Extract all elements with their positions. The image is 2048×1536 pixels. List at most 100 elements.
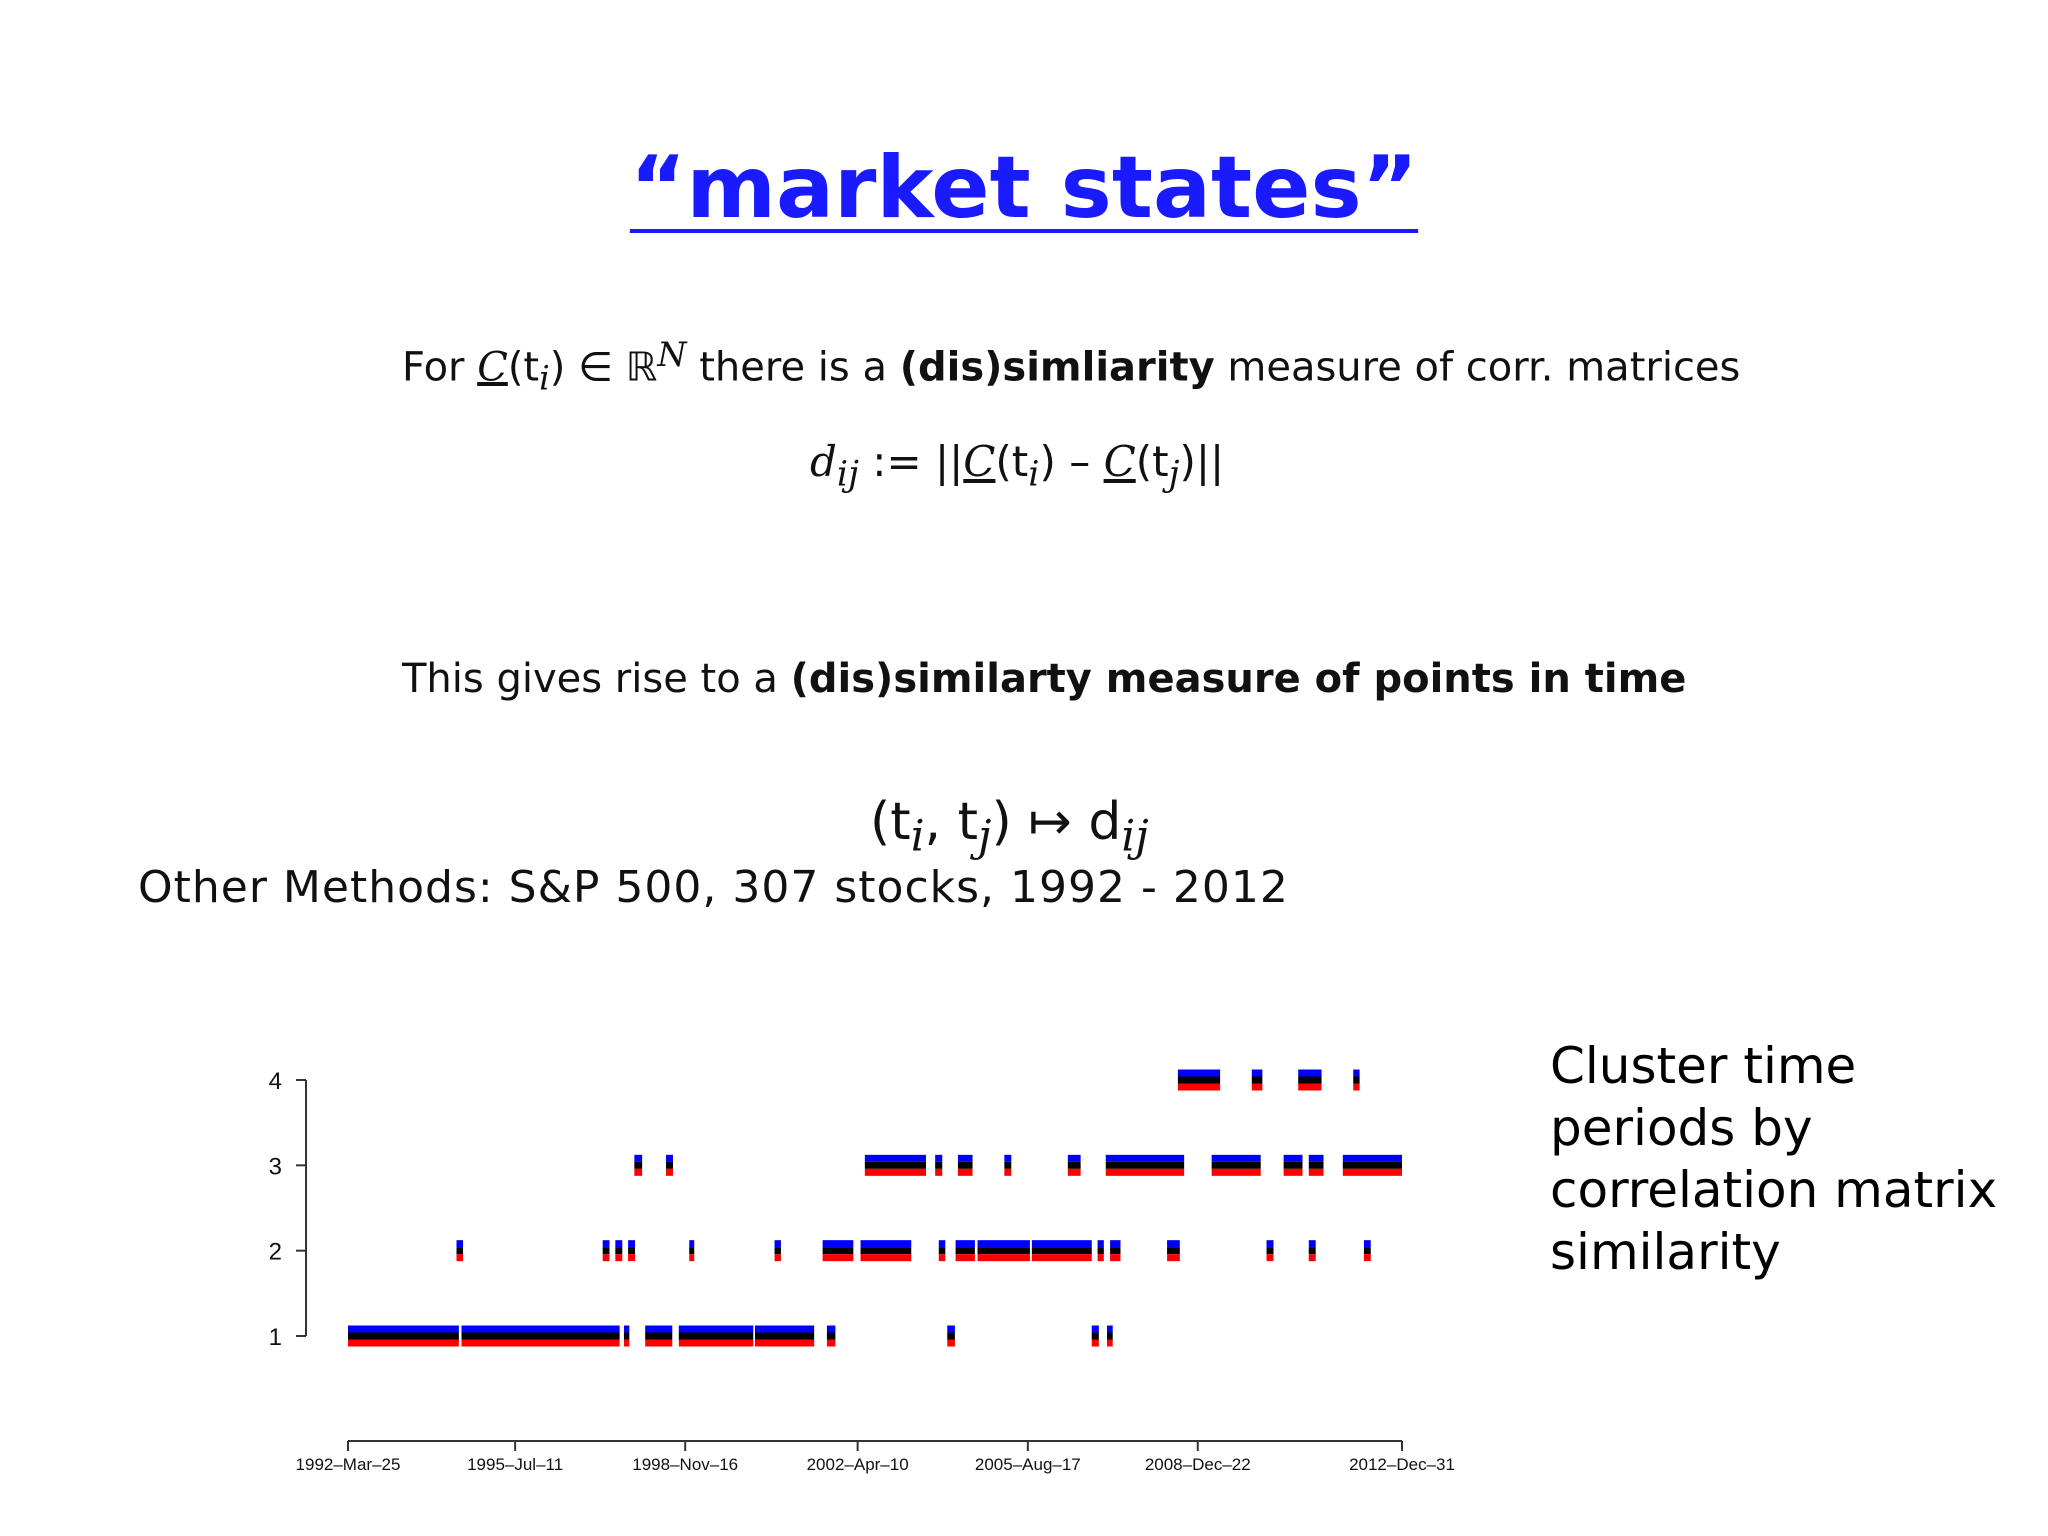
cluster-1-segment (678, 1325, 754, 1333)
cluster-3-segment (1067, 1168, 1081, 1176)
cluster-1-segment (754, 1332, 815, 1340)
math-sub-i: i (539, 358, 550, 398)
cluster-2-segment (955, 1240, 975, 1248)
cluster-2-segment (456, 1247, 464, 1255)
cluster-1-segment (1107, 1332, 1113, 1340)
cluster-3-segment (935, 1161, 943, 1169)
cluster-2-segment (1167, 1240, 1180, 1248)
cluster-4-segment (1251, 1069, 1263, 1077)
cluster-1-segment (461, 1332, 620, 1340)
y-tick-label: 3 (269, 1153, 282, 1180)
slide-title-text: “market states” (629, 138, 1419, 238)
cluster-2-segment (689, 1247, 695, 1255)
cluster-4-segment (1353, 1076, 1360, 1084)
math-c: C (963, 437, 996, 486)
cluster-3-segment (1342, 1168, 1402, 1176)
cluster-4-segment (1251, 1083, 1263, 1091)
cluster-3-segment (1105, 1161, 1185, 1169)
x-tick-label: 2002–Apr–10 (807, 1455, 909, 1474)
cluster-1-segment (754, 1325, 815, 1333)
cluster-2-segment (860, 1247, 912, 1255)
math-sub-j: j (978, 811, 992, 862)
cluster-2-segment (615, 1240, 623, 1248)
cluster-2-segment (977, 1240, 1030, 1248)
cluster-2-segment (1031, 1247, 1092, 1255)
cluster-3-segment (666, 1168, 673, 1176)
cluster-2-segment (1363, 1254, 1371, 1262)
cluster-3-segment (666, 1161, 673, 1169)
cluster-2-segment (955, 1247, 975, 1255)
cluster-3-segment (1211, 1161, 1261, 1169)
bold-term: (dis)simliarity (899, 344, 1215, 391)
cluster-4-segment (1177, 1069, 1221, 1077)
cluster-3-segment (1211, 1154, 1261, 1162)
cluster-4-segment (1298, 1069, 1322, 1077)
cluster-1-segment (348, 1325, 459, 1333)
text: there is a (686, 344, 900, 391)
cluster-3-segment (1211, 1168, 1261, 1176)
cluster-3-segment (1105, 1154, 1185, 1162)
math-in-rn: ∈ ℝ (565, 344, 658, 391)
math-t: (t (1135, 437, 1169, 486)
cluster-2-segment (456, 1240, 464, 1248)
cluster-1-segment (826, 1339, 836, 1347)
math-sup-n: N (657, 335, 687, 374)
cluster-2-segment (822, 1254, 854, 1262)
cluster-2-segment (689, 1240, 695, 1248)
cluster-2-segment (1031, 1240, 1092, 1248)
x-tick-label: 2005–Aug–17 (975, 1455, 1081, 1474)
cluster-3-segment (957, 1154, 973, 1162)
cluster-3-segment (864, 1154, 926, 1162)
cluster-3-segment (634, 1154, 643, 1162)
cluster-3-segment (1004, 1154, 1012, 1162)
cluster-2-segment (955, 1254, 975, 1262)
x-tick-label: 2012–Dec–31 (1349, 1455, 1455, 1474)
cluster-3-segment (1004, 1161, 1012, 1169)
cluster-4-segment (1177, 1083, 1221, 1091)
cluster-2-segment (628, 1240, 636, 1248)
y-tick-label: 4 (269, 1068, 282, 1095)
cluster-2-segment (977, 1247, 1030, 1255)
cluster-2-segment (1031, 1254, 1092, 1262)
cluster-3-segment (1283, 1168, 1303, 1176)
cluster-2-segment (822, 1240, 854, 1248)
cluster-3-segment (1308, 1161, 1324, 1169)
cluster-2-segment (1110, 1247, 1121, 1255)
cluster-2-segment (774, 1254, 781, 1262)
cluster-1-segment (461, 1339, 620, 1347)
bold-term: (dis)similarty measure of points in time (790, 656, 1687, 702)
cluster-3-segment (1308, 1154, 1324, 1162)
similarity-definition: For C(ti) ∈ ℝN there is a (dis)simliarit… (402, 335, 1740, 397)
cluster-1-segment (623, 1339, 630, 1347)
cluster-3-segment (634, 1161, 643, 1169)
y-tick-label: 2 (269, 1239, 282, 1266)
cluster-3-segment (1308, 1168, 1324, 1176)
cluster-1-segment (678, 1339, 754, 1347)
math-t: (t (870, 792, 911, 852)
cluster-2-segment (602, 1254, 610, 1262)
cluster-3-segment (1283, 1161, 1303, 1169)
cluster-3-segment (957, 1161, 973, 1169)
cluster-3-segment (935, 1154, 943, 1162)
text: measure of corr. matrices (1214, 344, 1741, 391)
mapping-formula: (ti, tj) ↦ dij (870, 792, 1149, 861)
cluster-2-segment (1110, 1254, 1121, 1262)
math-sub-ij: ij (836, 454, 859, 495)
cluster-2-segment (1110, 1240, 1121, 1248)
cluster-2-segment (860, 1240, 912, 1248)
x-tick-label: 1992–Mar–25 (296, 1455, 401, 1474)
cluster-2-segment (1266, 1254, 1274, 1262)
cluster-3-segment (864, 1168, 926, 1176)
cluster-2-segment (822, 1247, 854, 1255)
cluster-1-segment (826, 1325, 836, 1333)
cluster-1-segment (645, 1332, 673, 1340)
cluster-2-segment (1097, 1240, 1104, 1248)
cluster-2-segment (1266, 1247, 1274, 1255)
cluster-2-segment (938, 1247, 946, 1255)
cluster-3-segment (864, 1161, 926, 1169)
cluster-2-segment (774, 1240, 781, 1248)
cluster-1-segment (754, 1339, 815, 1347)
distance-formula: dij := ||C(ti) – C(tj)|| (810, 437, 1224, 494)
cluster-2-segment (1363, 1247, 1371, 1255)
